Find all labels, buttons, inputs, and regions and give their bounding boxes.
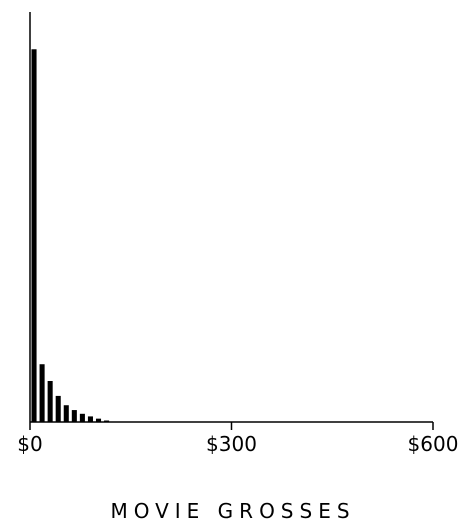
histogram-bar	[39, 364, 45, 422]
x-tick-label: $300	[206, 432, 257, 456]
x-tick-label: $0	[17, 432, 42, 456]
histogram-bar	[87, 416, 93, 422]
histogram-bar	[79, 413, 85, 422]
x-axis-title: MOVIE GROSSES	[110, 499, 355, 523]
histogram-bar	[47, 381, 53, 422]
histogram-bar	[63, 405, 69, 422]
x-ticks-group: $0 $300 $600	[17, 422, 458, 456]
histogram-bar	[95, 418, 102, 422]
histogram-bar	[104, 420, 110, 422]
histogram-bar	[31, 49, 37, 423]
bars-group	[31, 49, 110, 423]
x-tick-label: $600	[408, 432, 459, 456]
histogram-bar	[55, 395, 61, 422]
histogram-bar	[71, 410, 77, 422]
